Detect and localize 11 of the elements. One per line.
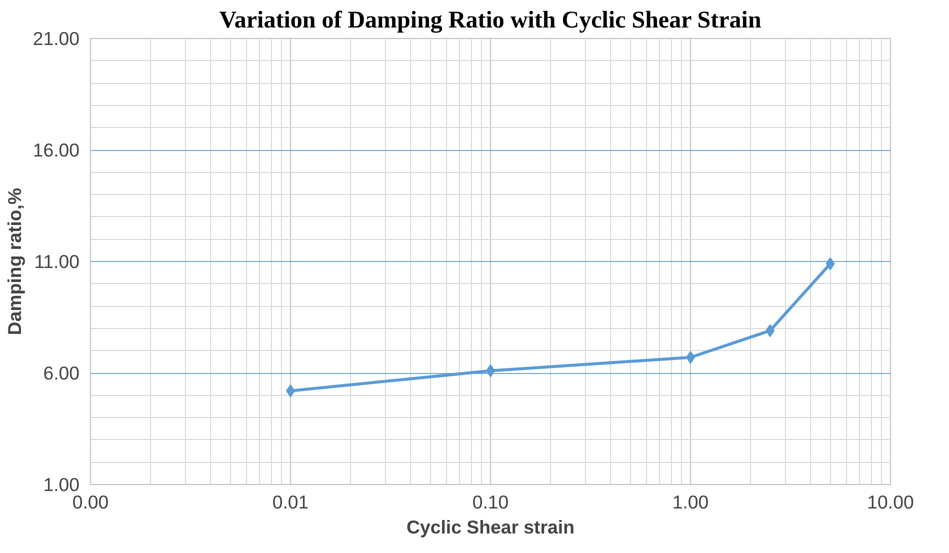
- x-tick-label: 0.01: [272, 492, 309, 512]
- x-tick-label: 1.00: [672, 492, 709, 512]
- y-tick-label: 16.00: [32, 140, 80, 160]
- y-tick-label: 21.00: [32, 28, 80, 49]
- x-tick-label: 10.00: [867, 492, 914, 512]
- x-axis-title: Cyclic Shear strain: [406, 516, 575, 538]
- y-tick-label: 11.00: [34, 251, 80, 272]
- x-tick-label: 0.10: [472, 492, 509, 512]
- y-tick-label: 6.00: [43, 362, 80, 384]
- chart-title: Variation of Damping Ratio with Cyclic Shear Strain: [219, 8, 762, 34]
- y-axis-title: Damping ratio,%: [4, 187, 25, 336]
